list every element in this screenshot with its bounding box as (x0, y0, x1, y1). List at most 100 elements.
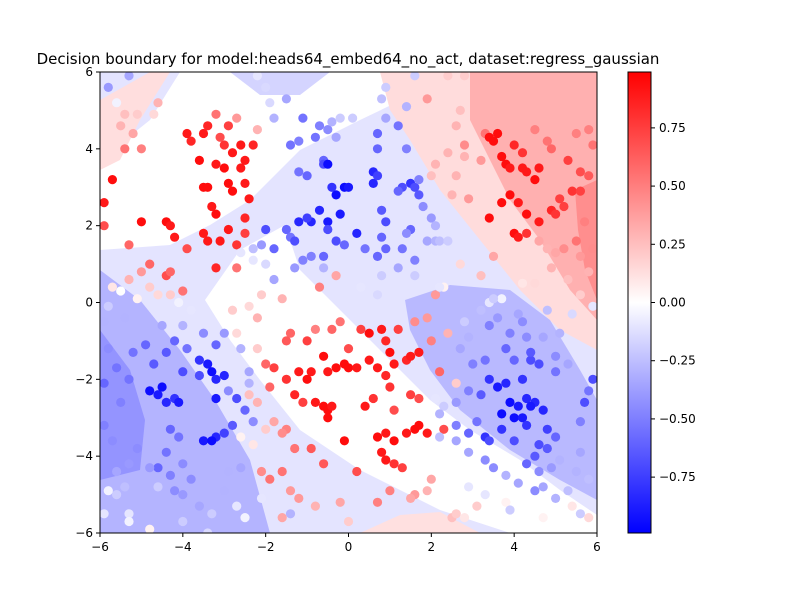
data-point (414, 393, 424, 404)
data-point (281, 94, 291, 104)
data-point (534, 440, 544, 450)
data-point (240, 513, 250, 523)
data-point (385, 486, 395, 496)
data-point (112, 98, 122, 108)
data-point (223, 386, 233, 396)
data-point (323, 224, 333, 235)
data-point (360, 244, 370, 254)
data-point (459, 317, 470, 327)
data-point (534, 217, 544, 227)
data-point (476, 155, 486, 165)
data-point (530, 175, 540, 185)
data-point (468, 359, 478, 369)
data-point (223, 224, 233, 235)
data-point (265, 474, 275, 484)
data-point (100, 317, 109, 327)
data-point (281, 374, 291, 384)
data-point (252, 397, 262, 407)
data-point (310, 397, 320, 407)
data-point (426, 213, 436, 223)
colorbar-ticks: −0.75 −0.50 −0.25 0.00 0.25 0.50 0.75 (651, 121, 696, 484)
data-point (455, 259, 465, 269)
x-tick-label: −4 (174, 540, 192, 554)
data-point (306, 251, 316, 261)
data-point (161, 347, 171, 357)
colorbar-tick-label: 0.50 (659, 179, 686, 193)
data-point (538, 405, 548, 415)
data-point (426, 171, 436, 181)
data-point (269, 274, 279, 285)
data-point (161, 447, 171, 457)
data-point (459, 140, 470, 150)
data-point (551, 248, 561, 258)
data-point (178, 367, 188, 377)
data-point (269, 113, 279, 123)
data-point (385, 382, 395, 392)
data-point (501, 470, 511, 480)
data-point (323, 367, 333, 377)
data-point (546, 144, 557, 154)
data-point (331, 132, 341, 142)
data-point (567, 309, 577, 319)
data-point (406, 390, 416, 400)
data-point (513, 401, 523, 411)
data-point (522, 332, 532, 342)
data-point (397, 244, 407, 254)
data-point (455, 105, 465, 115)
data-point (584, 267, 594, 277)
data-point (186, 474, 196, 484)
data-point (290, 390, 300, 400)
data-point (497, 198, 507, 208)
data-point (227, 186, 238, 196)
data-point (335, 209, 345, 219)
data-point (575, 509, 586, 519)
data-point (157, 320, 167, 331)
data-point (526, 355, 536, 365)
data-point (207, 367, 217, 377)
data-point (335, 497, 345, 507)
x-axis: −6 −4 −2 0 2 4 6 (91, 533, 601, 554)
data-point (571, 128, 581, 139)
data-point (381, 244, 391, 254)
data-point (227, 148, 238, 158)
data-point (103, 344, 113, 354)
colorbar: −0.75 −0.50 −0.25 0.00 0.25 0.50 0.75 (627, 71, 696, 534)
data-point (459, 72, 470, 81)
data-point (530, 486, 540, 496)
data-point (335, 317, 345, 327)
data-point (248, 255, 258, 265)
data-point (422, 236, 432, 246)
data-point (261, 82, 271, 92)
data-point (261, 359, 271, 369)
data-point (588, 301, 597, 311)
data-point (410, 271, 420, 281)
data-point (381, 113, 391, 123)
data-point (422, 486, 432, 496)
colorbar-tick-label: 0.00 (659, 296, 686, 310)
data-point (331, 363, 341, 373)
data-point (505, 505, 515, 515)
data-point (149, 359, 159, 369)
data-point (319, 251, 329, 261)
data-point (422, 94, 432, 104)
data-point (381, 428, 391, 438)
data-point (100, 221, 109, 231)
data-point (542, 443, 552, 454)
data-point (145, 386, 155, 396)
data-point (112, 466, 122, 477)
data-point (256, 466, 267, 477)
data-point (277, 428, 287, 438)
data-point (435, 409, 445, 419)
data-point (546, 263, 557, 273)
data-point (393, 121, 403, 131)
data-point (170, 486, 180, 496)
data-point (327, 117, 337, 127)
data-point (538, 513, 548, 523)
data-point (149, 109, 159, 119)
data-point (542, 305, 552, 315)
data-point (584, 513, 594, 523)
data-point (141, 340, 151, 350)
data-point (165, 470, 175, 480)
data-point (319, 351, 329, 361)
data-point (571, 466, 581, 477)
